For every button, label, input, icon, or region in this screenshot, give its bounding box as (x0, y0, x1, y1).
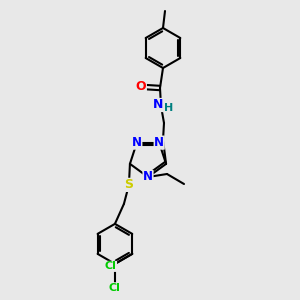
Text: O: O (136, 80, 146, 94)
Text: H: H (164, 103, 174, 113)
Text: N: N (143, 170, 153, 184)
Text: N: N (153, 98, 163, 112)
Text: N: N (154, 136, 164, 149)
Text: N: N (132, 136, 142, 149)
Text: Cl: Cl (105, 261, 116, 272)
Text: Cl: Cl (109, 283, 121, 293)
Text: S: S (124, 178, 134, 191)
